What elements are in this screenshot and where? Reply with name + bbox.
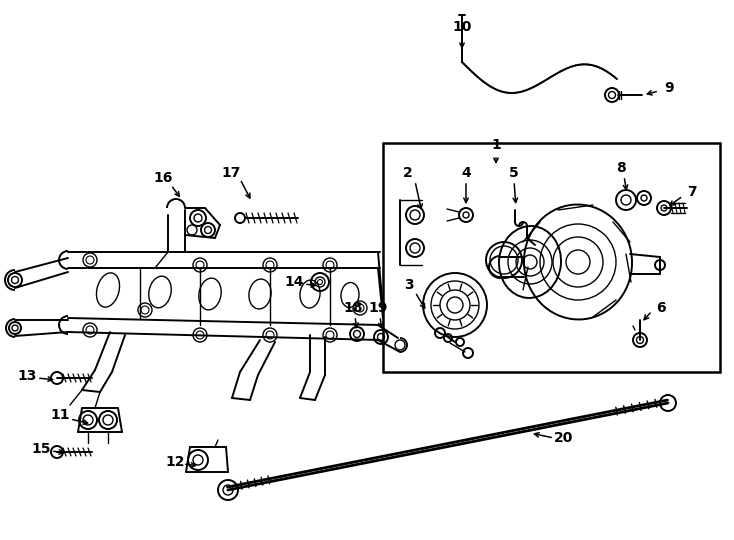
Text: 1: 1 [491,138,501,152]
Text: 9: 9 [664,81,674,95]
Text: 4: 4 [461,166,471,180]
Text: 8: 8 [616,161,626,175]
Text: 12: 12 [165,455,185,469]
Text: 16: 16 [153,171,172,185]
Text: 3: 3 [404,278,414,292]
Text: 10: 10 [452,20,472,34]
Text: 17: 17 [222,166,241,180]
Bar [383,143,720,372]
Text: 19: 19 [368,301,388,315]
Text: 13: 13 [18,369,37,383]
Text: 15: 15 [32,442,51,456]
Circle shape [235,213,245,223]
Text: 6: 6 [656,301,666,315]
Text: 14: 14 [284,275,304,289]
Text: 18: 18 [344,301,363,315]
Text: 20: 20 [554,431,574,445]
Text: 7: 7 [687,185,697,199]
Text: 5: 5 [509,166,519,180]
Text: 2: 2 [403,166,413,180]
Text: 11: 11 [50,408,70,422]
